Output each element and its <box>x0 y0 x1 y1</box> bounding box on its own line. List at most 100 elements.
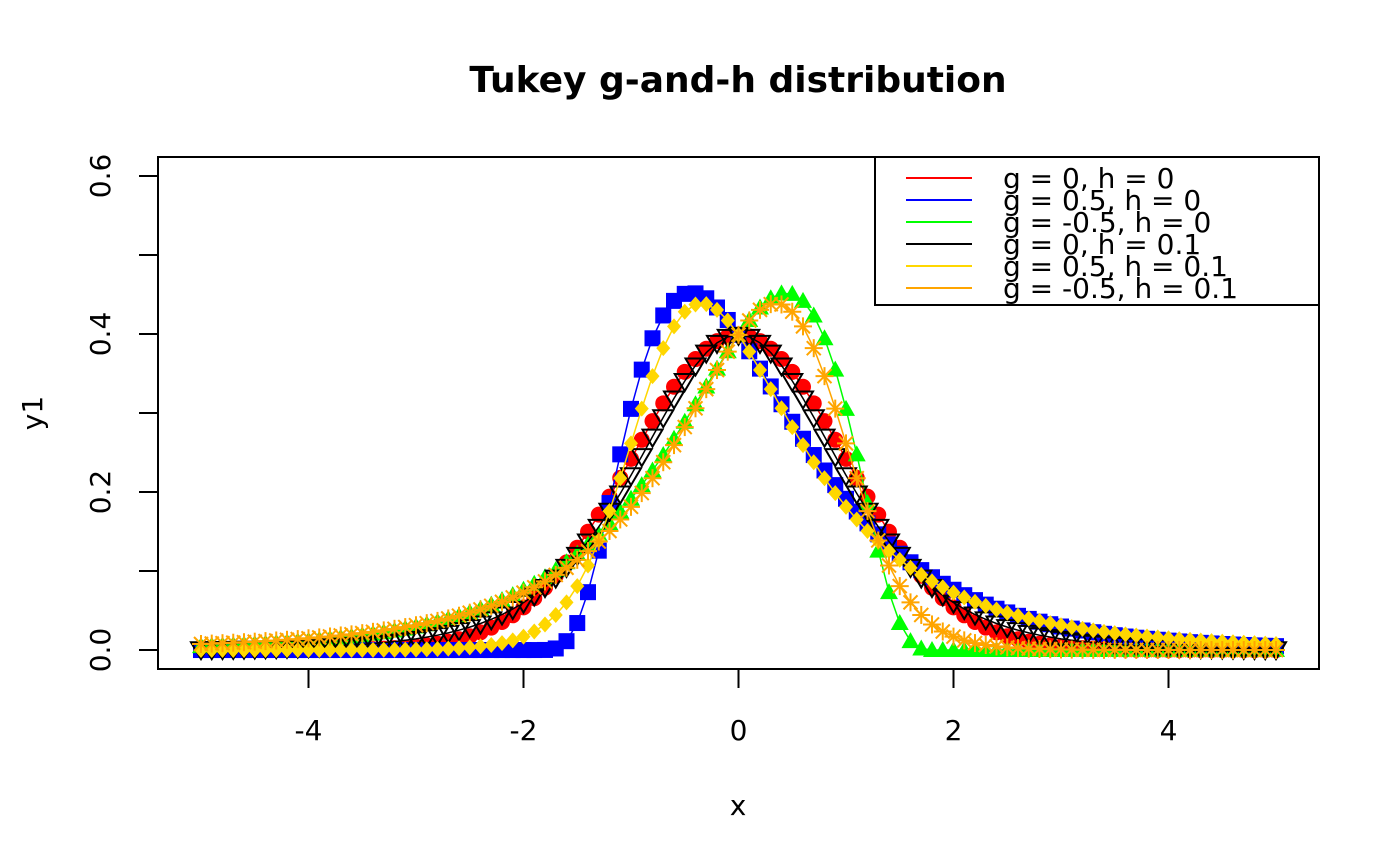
series-5-point <box>581 557 595 574</box>
y-tick-label: 0.0 <box>84 628 117 673</box>
series-4-point <box>694 344 718 365</box>
chart-title: Tukey g-and-h distribution <box>469 60 1006 101</box>
series-5-point <box>839 498 853 515</box>
series-5-point <box>344 641 359 658</box>
legend-item: g = -0.5, h = 0 <box>906 206 1211 239</box>
series-5-point <box>387 641 402 658</box>
series-6-point <box>331 626 350 645</box>
series-5-point <box>527 623 542 640</box>
series-5-point <box>634 400 649 417</box>
legend: g = 0, h = 0g = 0.5, h = 0g = -0.5, h = … <box>874 156 1320 306</box>
series-6-point <box>794 317 812 336</box>
series-4-point <box>683 357 708 378</box>
series-5-point <box>1032 612 1047 629</box>
series-6-point <box>923 615 941 634</box>
series-5-point <box>1011 607 1025 624</box>
series-3-point <box>912 639 931 656</box>
series-4-point <box>877 533 901 554</box>
series-5-point <box>624 435 638 452</box>
series-6 <box>192 295 1285 660</box>
series-3-point <box>804 306 823 323</box>
series-6-point <box>546 565 565 584</box>
series-6-point <box>568 550 587 569</box>
series-6-point <box>837 434 855 453</box>
series-5-point <box>828 485 843 502</box>
series-5-point <box>1000 604 1015 621</box>
series-5-point <box>376 641 391 658</box>
series-5-point <box>796 437 810 454</box>
legend-label: g = 0.5, h = 0 <box>1003 184 1201 217</box>
series-5-point <box>559 594 574 611</box>
series-5-line <box>201 303 1277 651</box>
series-6-point <box>890 577 909 596</box>
series-4-point <box>780 372 804 393</box>
series-5-point <box>333 641 348 658</box>
series-4-point <box>630 448 654 469</box>
series-5-point <box>1097 623 1111 640</box>
series-4-point <box>737 328 761 349</box>
series-5-point <box>516 628 531 645</box>
series-6-point <box>772 295 791 314</box>
series-3-point <box>837 399 855 416</box>
series-5-point <box>1161 630 1176 647</box>
series-2-point <box>655 307 672 324</box>
series-6-point <box>665 436 683 455</box>
legend-item: g = -0.5, h = 0.1 <box>906 272 1238 305</box>
series-5-point <box>1193 632 1208 649</box>
series-6-point <box>718 342 737 361</box>
series-3-point <box>826 360 845 377</box>
series-5-point <box>462 639 477 656</box>
series-4-point <box>812 428 837 449</box>
series-4-line <box>200 334 1277 650</box>
series-3-point <box>880 583 898 600</box>
series-5-point <box>430 640 445 657</box>
y-axis: 0.0 0.2 0.4 0.6 <box>84 154 159 673</box>
series-2-point <box>612 446 629 463</box>
series-5-point <box>1064 619 1079 636</box>
series-5-point <box>366 641 380 658</box>
series-2-point <box>569 615 586 632</box>
series-6-point <box>858 502 877 521</box>
series-2-point <box>644 330 661 347</box>
series-5-point <box>667 318 681 335</box>
series-5-point <box>753 362 767 379</box>
series-2-point <box>558 633 575 650</box>
series-6-point <box>966 634 984 653</box>
series-3-point <box>890 614 909 631</box>
legend-label: g = -0.5, h = 0 <box>1003 206 1211 239</box>
legend-label: g = 0.5, h = 0.1 <box>1003 250 1228 283</box>
series-6-line <box>200 303 1276 651</box>
series-5-point <box>301 641 316 658</box>
series-2-point <box>580 584 596 601</box>
series-5-point <box>1043 615 1058 632</box>
series-6-point <box>525 578 544 597</box>
series-5-point <box>957 589 972 606</box>
series-5-point <box>710 301 724 318</box>
series-5-point <box>914 566 929 583</box>
series-5-point <box>968 593 982 610</box>
series-6-point <box>589 532 608 551</box>
series-1 <box>193 326 1284 659</box>
series-1-point <box>655 395 672 412</box>
legend-item: g = 0.5, h = 0 <box>906 184 1201 217</box>
series-5-point <box>1075 620 1090 637</box>
series-5-point <box>1140 628 1154 645</box>
y-tick-label: 0.2 <box>84 470 117 515</box>
series-5-point <box>398 641 413 658</box>
series-4-point <box>673 372 697 393</box>
series-3-point <box>847 445 866 462</box>
legend-label: g = 0, h = 0.1 <box>1003 228 1201 261</box>
legend-box <box>874 156 1320 306</box>
series-3-point <box>869 541 888 558</box>
series-5-point <box>1054 617 1068 634</box>
series-4-point <box>716 328 740 349</box>
x-axis-label: x <box>730 789 747 822</box>
series-6-point <box>729 325 748 344</box>
series-6-point <box>643 469 662 488</box>
legend-item: g = 0, h = 0.1 <box>906 228 1201 261</box>
series-6-point <box>686 399 705 418</box>
series-5-point <box>570 578 585 595</box>
series-5-point <box>720 312 735 329</box>
series-4-point <box>834 467 858 488</box>
series-5-point <box>1118 626 1133 643</box>
